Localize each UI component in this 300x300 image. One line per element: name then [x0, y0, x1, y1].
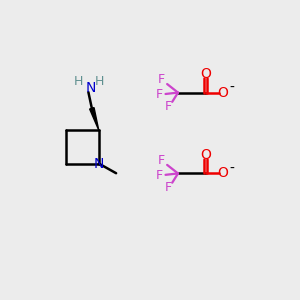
Text: N: N [94, 157, 104, 170]
Text: O: O [200, 67, 211, 81]
Text: F: F [165, 181, 172, 194]
Text: F: F [158, 154, 165, 167]
Text: F: F [158, 74, 165, 86]
Text: F: F [155, 88, 163, 101]
Text: F: F [155, 169, 163, 182]
Text: -: - [230, 161, 234, 176]
Text: H: H [95, 75, 104, 88]
Text: -: - [230, 80, 234, 94]
Text: N: N [85, 81, 96, 95]
Text: O: O [218, 85, 229, 100]
Text: O: O [200, 148, 211, 161]
Polygon shape [90, 108, 99, 130]
Text: F: F [165, 100, 172, 113]
Text: O: O [218, 167, 229, 180]
Text: H: H [74, 75, 83, 88]
